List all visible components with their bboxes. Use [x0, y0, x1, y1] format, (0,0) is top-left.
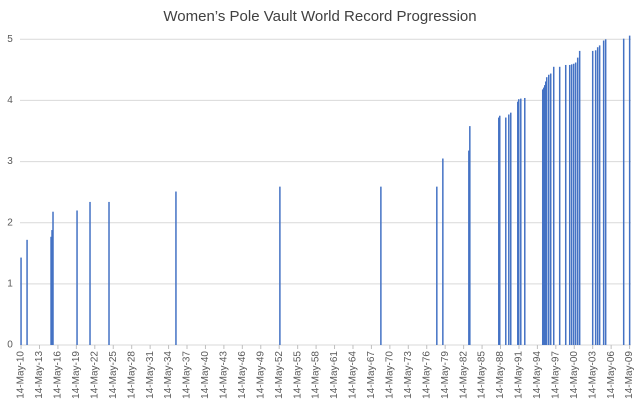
x-tick-label: 14-May-88: [495, 351, 506, 399]
x-tick-label: 14-May-10: [16, 351, 27, 399]
bar: [591, 50, 594, 345]
bar: [442, 158, 444, 345]
y-tick-label: 2: [7, 217, 13, 228]
bar: [108, 201, 110, 345]
bar: [89, 201, 91, 345]
x-tick-label: 14-May-76: [421, 351, 432, 399]
x-tick-label: 14-May-19: [71, 351, 82, 399]
x-tick-label: 14-May-03: [587, 351, 598, 399]
x-tick-label: 14-May-00: [569, 351, 580, 399]
x-tick-label: 14-May-46: [237, 351, 248, 399]
x-tick-label: 14-May-37: [182, 351, 193, 399]
x-tick-label: 14-May-79: [440, 351, 451, 399]
y-tick-label: 3: [7, 156, 13, 167]
bar: [517, 101, 519, 345]
bar: [578, 50, 581, 345]
x-tick-label: 14-May-85: [477, 351, 488, 399]
x-tick-label: 14-May-55: [292, 351, 303, 399]
y-tick-label: 5: [7, 34, 13, 45]
bar: [544, 81, 547, 345]
bar: [622, 38, 625, 345]
bar: [628, 35, 631, 346]
bar: [436, 186, 438, 345]
bar: [469, 126, 471, 345]
bar: [468, 150, 470, 345]
bar: [510, 112, 512, 346]
bar: [520, 98, 522, 345]
bar: [594, 50, 597, 345]
bar: [20, 257, 22, 345]
bar: [498, 117, 500, 345]
bar: [50, 236, 52, 345]
x-tick-label: 14-May-49: [255, 351, 266, 399]
x-tick-label: 14-May-06: [606, 351, 617, 399]
bar: [505, 117, 507, 345]
x-tick-label: 14-May-34: [163, 351, 174, 399]
bar: [175, 191, 177, 345]
x-tick-label: 14-May-31: [145, 351, 156, 399]
bar: [552, 66, 555, 346]
bar: [602, 40, 605, 345]
y-tick-label: 4: [7, 95, 13, 106]
bar: [548, 74, 550, 346]
bar: [574, 62, 577, 346]
bar: [543, 87, 545, 346]
x-tick-label: 14-May-58: [311, 351, 322, 399]
bar: [52, 211, 54, 345]
x-tick-label: 14-May-25: [108, 351, 119, 399]
bar: [604, 39, 607, 346]
x-tick-label: 14-May-97: [550, 351, 561, 399]
bar: [572, 63, 575, 345]
bar: [499, 115, 501, 345]
bar: [545, 77, 548, 346]
bar: [508, 114, 510, 346]
bar: [596, 47, 599, 346]
x-tick-label: 14-May-73: [403, 351, 414, 399]
bar: [279, 186, 281, 345]
bar: [598, 45, 601, 346]
bar: [564, 64, 567, 346]
bar: [568, 64, 571, 346]
x-tick-label: 14-May-67: [366, 351, 377, 399]
x-tick-label: 14-May-91: [514, 351, 525, 399]
chart-title: Women’s Pole Vault World Record Progress…: [163, 8, 476, 25]
x-tick-label: 14-May-94: [532, 351, 543, 399]
x-tick-label: 14-May-09: [624, 351, 635, 399]
x-tick-label: 14-May-61: [329, 351, 340, 399]
bar: [26, 239, 28, 345]
bar: [544, 85, 546, 346]
bar: [51, 230, 53, 345]
x-tick-label: 14-May-70: [384, 351, 395, 399]
y-tick-label: 0: [7, 340, 13, 351]
bar: [558, 66, 561, 346]
bar: [76, 210, 78, 345]
x-tick-label: 14-May-28: [126, 351, 137, 399]
bar: [524, 97, 526, 346]
x-tick-label: 14-May-64: [348, 351, 359, 399]
x-tick-label: 14-May-40: [200, 351, 211, 399]
bar: [570, 64, 573, 346]
x-tick-label: 14-May-22: [89, 351, 100, 399]
x-tick-label: 14-May-16: [53, 351, 64, 399]
bar: [541, 89, 544, 346]
bar: [518, 99, 520, 345]
x-tick-label: 14-May-82: [458, 351, 469, 399]
bar: [576, 57, 579, 345]
y-tick-label: 1: [7, 278, 13, 289]
bar: [380, 186, 382, 345]
bar: [549, 73, 552, 346]
x-tick-label: 14-May-43: [219, 351, 230, 399]
x-tick-label: 14-May-13: [34, 351, 45, 399]
x-tick-label: 14-May-52: [274, 351, 285, 399]
